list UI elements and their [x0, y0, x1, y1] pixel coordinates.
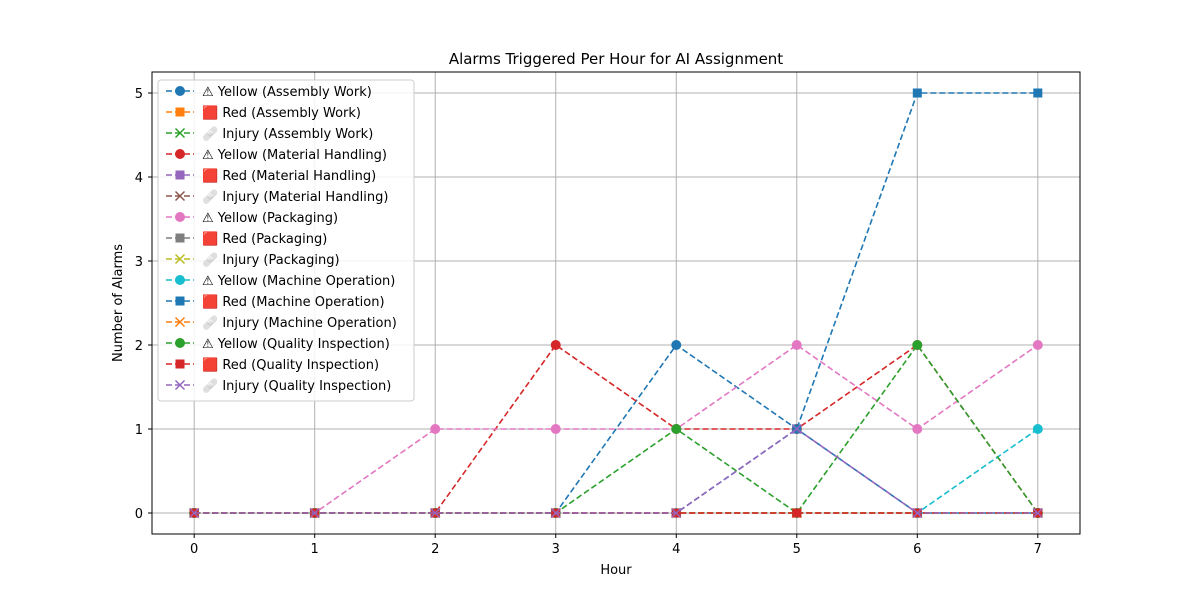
data-point: [1033, 88, 1043, 98]
legend-marker: [175, 86, 185, 96]
legend-marker: [174, 253, 186, 265]
legend-label: 🩹 Injury (Material Handling): [202, 188, 388, 205]
legend-entry: 🟥 Red (Packaging): [166, 231, 327, 247]
legend-entry: 🩹 Injury (Assembly Work): [166, 125, 373, 142]
data-point: [430, 424, 441, 434]
legend-entry: ⚠ Yellow (Quality Inspection): [166, 337, 390, 352]
data-point: [912, 88, 922, 98]
legend-marker: [175, 170, 185, 180]
legend-label: ⚠ Yellow (Material Handling): [202, 148, 387, 163]
legend-box: [157, 79, 415, 402]
legend-label: 🟥 Red (Quality Inspection): [202, 357, 379, 373]
x-tick-label: 1: [311, 542, 319, 557]
legend-label: 🩹 Injury (Quality Inspection): [202, 377, 391, 394]
y-tick-label: 4: [135, 171, 143, 186]
legend-entry: 🩹 Injury (Machine Operation): [166, 314, 397, 331]
y-tick-label: 5: [135, 87, 143, 102]
data-point: [309, 507, 320, 519]
legend: ⚠ Yellow (Assembly Work) 🟥 Red (Assembly …: [157, 79, 415, 402]
data-point: [671, 340, 682, 350]
x-tick-label: 4: [672, 542, 680, 557]
series-group: [189, 88, 1043, 519]
data-point: [791, 423, 802, 435]
legend-marker: [175, 212, 185, 222]
series-line: [194, 428, 1038, 514]
legend-entry: ⚠ Yellow (Material Handling): [166, 148, 387, 163]
data-point: [912, 507, 923, 519]
chart-title: Alarms Triggered Per Hour for AI Assignm…: [449, 50, 783, 68]
x-tick-label: 3: [552, 542, 560, 557]
legend-entry: 🩹 Injury (Packaging): [166, 251, 340, 268]
data-point: [671, 424, 682, 434]
data-point: [550, 424, 561, 434]
legend-marker: [175, 149, 185, 159]
y-axis-label: Number of Alarms: [111, 244, 126, 362]
legend-entry: 🩹 Injury (Material Handling): [166, 188, 388, 205]
legend-entry: 🟥 Red (Quality Inspection): [166, 357, 379, 373]
x-tick-label: 0: [190, 542, 198, 557]
legend-label: 🟥 Red (Machine Operation): [202, 294, 385, 310]
legend-label: 🟥 Red (Packaging): [202, 231, 327, 247]
x-tick-label: 5: [793, 542, 801, 557]
data-point: [912, 340, 923, 350]
legend-entry: ⚠ Yellow (Packaging): [166, 211, 338, 226]
legend-label: ⚠ Yellow (Quality Inspection): [202, 337, 390, 352]
legend-marker: [174, 127, 186, 139]
legend-marker: [175, 275, 185, 285]
data-point: [1032, 507, 1043, 519]
data-point: [430, 507, 441, 519]
legend-marker: [175, 233, 185, 243]
data-point: [189, 507, 200, 519]
legend-entry: 🟥 Red (Machine Operation): [166, 294, 385, 310]
legend-label: 🟥 Red (Assembly Work): [202, 105, 361, 121]
y-tick-label: 0: [135, 507, 143, 522]
data-point: [1032, 340, 1043, 350]
x-axis-label: Hour: [600, 563, 632, 578]
data-point: [792, 508, 802, 518]
x-tick-label: 6: [913, 542, 921, 557]
y-tick-label: 3: [135, 255, 143, 270]
legend-label: ⚠ Yellow (Packaging): [202, 211, 338, 226]
legend-marker: [174, 316, 186, 328]
legend-label: 🩹 Injury (Assembly Work): [202, 125, 373, 142]
legend-label: 🟥 Red (Material Handling): [202, 168, 376, 184]
legend-marker: [175, 359, 185, 369]
x-tick-label: 2: [431, 542, 439, 557]
data-point: [791, 340, 802, 350]
axis-ticks: 0 1 2 3 4 5 6 7 0 1 2 3 4 5: [135, 87, 1042, 557]
legend-entry: 🟥 Red (Material Handling): [166, 168, 376, 184]
plot-frame: [151, 71, 1081, 535]
legend-entry: 🟥 Red (Assembly Work): [166, 105, 361, 121]
data-point: [550, 507, 561, 519]
x-tick-label: 7: [1034, 542, 1042, 557]
legend-marker: [175, 296, 185, 306]
data-point: [912, 424, 923, 434]
legend-marker: [174, 190, 186, 202]
legend-label: 🩹 Injury (Machine Operation): [202, 314, 397, 331]
data-point: [1032, 424, 1043, 434]
legend-label: ⚠ Yellow (Assembly Work): [202, 85, 372, 100]
legend-marker: [174, 379, 186, 391]
y-tick-label: 1: [135, 423, 143, 438]
legend-marker: [175, 338, 185, 348]
series-line: [194, 344, 1039, 514]
legend-entry: ⚠ Yellow (Machine Operation): [166, 274, 395, 289]
series-14: [189, 423, 1043, 519]
legend-entry: 🩹 Injury (Quality Inspection): [166, 377, 391, 394]
legend-label: 🩹 Injury (Packaging): [202, 251, 340, 268]
legend-entry: ⚠ Yellow (Assembly Work): [166, 85, 372, 100]
y-tick-label: 2: [135, 339, 143, 354]
legend-marker: [175, 107, 185, 117]
data-point: [671, 507, 682, 519]
legend-label: ⚠ Yellow (Machine Operation): [202, 274, 395, 289]
data-point: [550, 340, 561, 350]
